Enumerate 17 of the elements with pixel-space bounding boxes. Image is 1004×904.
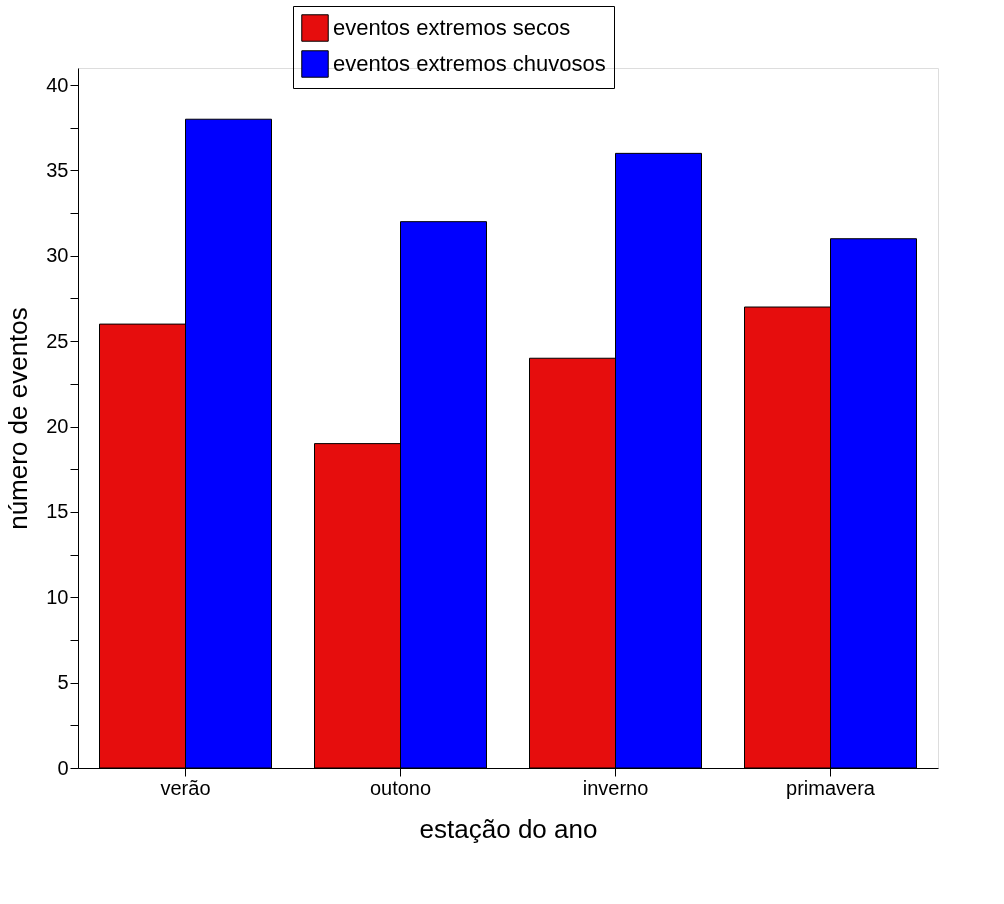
legend-label: eventos extremos chuvosos	[333, 51, 606, 76]
y-tick-label: 25	[46, 329, 69, 352]
y-tick-label: 5	[57, 671, 69, 694]
y-tick-label: 35	[46, 158, 69, 181]
y-tick-label: 10	[46, 585, 69, 608]
y-axis-title: número de eventos	[3, 307, 34, 530]
y-tick-label: 30	[46, 244, 69, 267]
x-tick-label: outono	[369, 776, 432, 799]
x-axis-title: estação do ano	[419, 813, 598, 844]
y-tick-label: 20	[46, 415, 69, 438]
x-tick-label: verão	[160, 776, 211, 799]
x-tick-label: inverno	[582, 776, 649, 799]
legend-label: eventos extremos secos	[333, 15, 571, 40]
x-tick-label: primavera	[786, 776, 876, 799]
y-tick-label: 0	[57, 756, 69, 779]
y-tick-label: 15	[46, 500, 69, 523]
y-tick-label: 40	[46, 73, 69, 96]
